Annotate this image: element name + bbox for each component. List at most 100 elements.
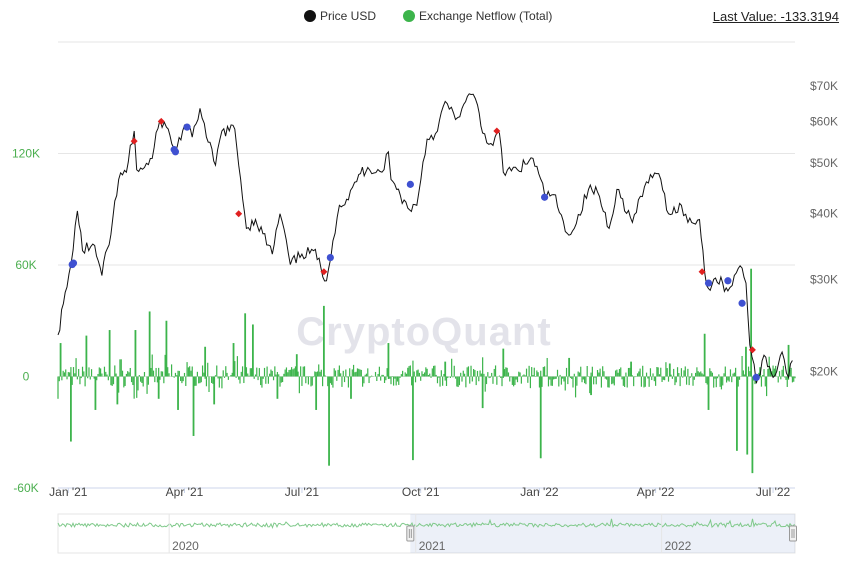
- netflow-bar: [488, 376, 490, 379]
- netflow-bar: [186, 362, 188, 377]
- netflow-bar: [501, 376, 503, 387]
- navigator-handle-right[interactable]: [789, 525, 797, 542]
- netflow-bar: [531, 367, 533, 377]
- netflow-bar: [720, 376, 723, 390]
- netflow-bar: [334, 370, 337, 377]
- netflow-bar: [645, 372, 648, 377]
- netflow-bar: [782, 365, 784, 377]
- netflow-bar: [59, 343, 62, 377]
- netflow-bar: [449, 376, 451, 379]
- netflow-bar: [593, 376, 595, 385]
- netflow-bar: [413, 371, 415, 377]
- x-axis-tick-label: Jan '21: [49, 485, 88, 499]
- legend-netflow-label: Exchange Netflow (Total): [419, 9, 553, 23]
- netflow-bar: [389, 376, 391, 379]
- netflow-bar: [577, 371, 579, 377]
- netflow-bar: [85, 335, 88, 377]
- netflow-bar: [217, 376, 219, 379]
- netflow-bar: [213, 376, 216, 405]
- netflow-bar: [293, 368, 295, 377]
- sell-signal-marker: [157, 117, 165, 125]
- netflow-bar: [336, 376, 338, 381]
- netflow-bar: [702, 374, 704, 377]
- netflow-bar: [425, 367, 427, 377]
- netflow-bar: [129, 367, 131, 377]
- sell-signal-marker: [235, 210, 243, 218]
- netflow-bar: [481, 376, 484, 409]
- netflow-bar: [630, 361, 632, 377]
- legend-item-netflow[interactable]: Exchange Netflow (Total): [403, 9, 552, 23]
- netflow-bar: [137, 376, 139, 391]
- netflow-bar: [124, 376, 126, 386]
- netflow-bar: [688, 376, 690, 386]
- netflow-bar: [227, 376, 229, 380]
- netflow-bar: [76, 376, 78, 380]
- netflow-bar: [222, 370, 224, 377]
- netflow-bar: [507, 372, 510, 377]
- netflow-bar: [671, 376, 673, 379]
- netflow-bar: [482, 357, 484, 377]
- netflow-bar: [147, 376, 149, 385]
- netflow-bar: [565, 367, 568, 377]
- netflow-bar: [75, 358, 77, 377]
- netflow-bar: [66, 376, 68, 380]
- netflow-bar: [665, 362, 667, 377]
- netflow-bar: [533, 367, 535, 377]
- netflow-bar: [469, 376, 471, 384]
- netflow-bar: [160, 371, 162, 377]
- netflow-bar: [706, 376, 708, 385]
- netflow-bar: [61, 376, 63, 381]
- netflow-bar: [608, 376, 610, 388]
- netflow-bar: [280, 376, 282, 383]
- netflow-bar: [789, 369, 791, 377]
- netflow-bar: [709, 368, 711, 377]
- netflow-bar: [528, 365, 530, 377]
- netflow-bar: [729, 369, 732, 377]
- netflow-bar: [392, 376, 395, 386]
- netflow-bar: [84, 376, 86, 387]
- netflow-bar: [294, 366, 297, 377]
- netflow-bar: [275, 374, 277, 377]
- netflow-bar: [429, 373, 431, 377]
- netflow-bar: [271, 370, 273, 377]
- netflow-bar: [624, 376, 626, 387]
- netflow-bar: [105, 371, 107, 377]
- netflow-bar: [204, 346, 207, 377]
- netflow-bar: [487, 372, 489, 377]
- netflow-bar: [680, 368, 683, 377]
- netflow-bar: [279, 376, 281, 387]
- netflow-bar: [207, 362, 209, 377]
- netflow-bar: [411, 376, 413, 386]
- netflow-bar: [693, 376, 695, 380]
- netflow-bar: [305, 376, 307, 384]
- netflow-bar: [614, 370, 617, 377]
- netflow-bar: [639, 368, 641, 377]
- netflow-bar: [640, 376, 643, 387]
- netflow-bar: [245, 367, 248, 377]
- left-axis-tick-label: 60K: [15, 258, 36, 272]
- netflow-bar: [221, 376, 223, 389]
- last-value-readout[interactable]: Last Value: -133.3194: [712, 9, 839, 24]
- legend-item-price[interactable]: Price USD: [304, 9, 376, 23]
- netflow-bar: [383, 376, 386, 383]
- netflow-bar: [676, 367, 679, 377]
- netflow-bar: [138, 375, 140, 377]
- netflow-bar: [781, 369, 783, 377]
- netflow-bar: [611, 376, 613, 385]
- netflow-bar: [189, 366, 191, 377]
- navigator-handle-left[interactable]: [406, 525, 415, 542]
- netflow-bar: [678, 372, 680, 377]
- netflow-bar: [751, 376, 754, 474]
- netflow-bar: [585, 376, 587, 385]
- netflow-bar: [489, 376, 491, 378]
- netflow-bar: [625, 372, 627, 377]
- buy-signal-marker: [406, 180, 414, 188]
- netflow-bar: [306, 376, 308, 378]
- netflow-bar: [762, 375, 764, 377]
- navigator[interactable]: 2020 2021 2022: [57, 513, 797, 554]
- netflow-bar: [278, 374, 280, 377]
- netflow-bar: [170, 364, 173, 377]
- netflow-bar: [212, 376, 214, 384]
- right-axis-tick-label: $70K: [810, 79, 838, 93]
